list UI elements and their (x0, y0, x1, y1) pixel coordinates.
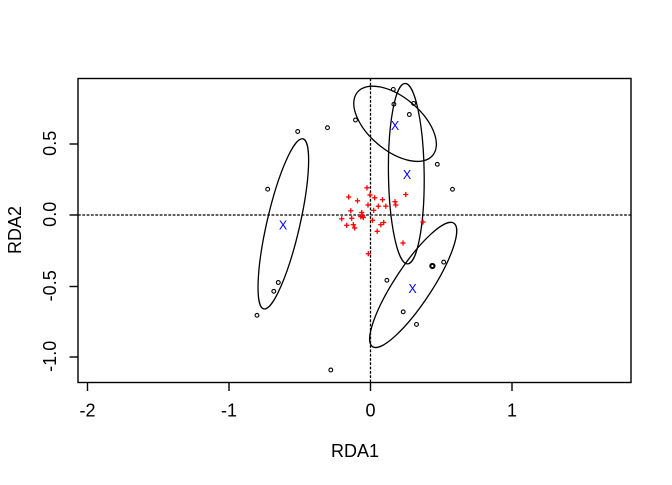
svg-text:-2: -2 (79, 401, 95, 421)
svg-text:X: X (391, 119, 400, 133)
svg-text:X: X (408, 282, 417, 296)
svg-text:RDA2: RDA2 (5, 206, 25, 254)
svg-text:-1: -1 (221, 401, 237, 421)
svg-text:X: X (403, 168, 412, 182)
svg-text:X: X (279, 218, 288, 232)
svg-text:1: 1 (507, 401, 517, 421)
svg-text:-1.0: -1.0 (40, 341, 60, 372)
svg-text:0.5: 0.5 (40, 131, 60, 156)
svg-text:RDA1: RDA1 (331, 441, 379, 461)
svg-text:-0.5: -0.5 (40, 270, 60, 301)
svg-text:0: 0 (365, 401, 375, 421)
svg-text:0.0: 0.0 (40, 202, 60, 227)
